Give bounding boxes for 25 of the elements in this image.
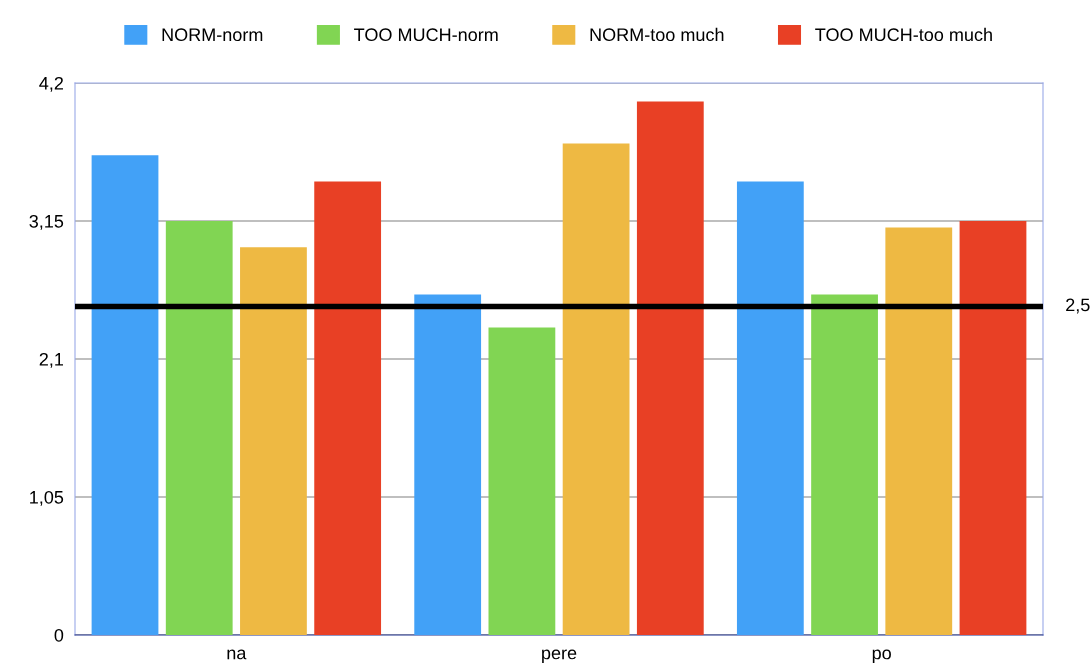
y-tick-label: 3,15 — [29, 214, 64, 230]
bar — [811, 294, 878, 635]
bar — [885, 227, 953, 635]
x-tick-label: po — [872, 649, 891, 663]
x-tick-label: na — [227, 649, 247, 660]
legend-label: TOO MUCH-too much — [815, 27, 992, 42]
y-tick-label: 4,2 — [39, 76, 63, 92]
y-tick-label: 0 — [54, 628, 64, 642]
legend-label: NORM-too much — [590, 27, 724, 42]
bar — [959, 221, 1027, 635]
legend-label: NORM-norm — [162, 28, 263, 42]
bar — [165, 221, 233, 635]
bar — [240, 247, 307, 635]
bar — [314, 181, 382, 635]
bar — [488, 327, 556, 635]
legend-label: TOO MUCH-norm — [354, 28, 498, 42]
bar — [636, 101, 704, 635]
bar — [562, 143, 630, 635]
bar — [91, 155, 159, 635]
ref-line-label: 2,5 — [1066, 298, 1090, 314]
bar — [736, 181, 804, 635]
bar — [414, 294, 482, 635]
x-tick-label: pere — [542, 649, 577, 663]
y-tick-label: 1,05 — [30, 490, 64, 506]
y-tick-label: 2,1 — [39, 352, 64, 368]
